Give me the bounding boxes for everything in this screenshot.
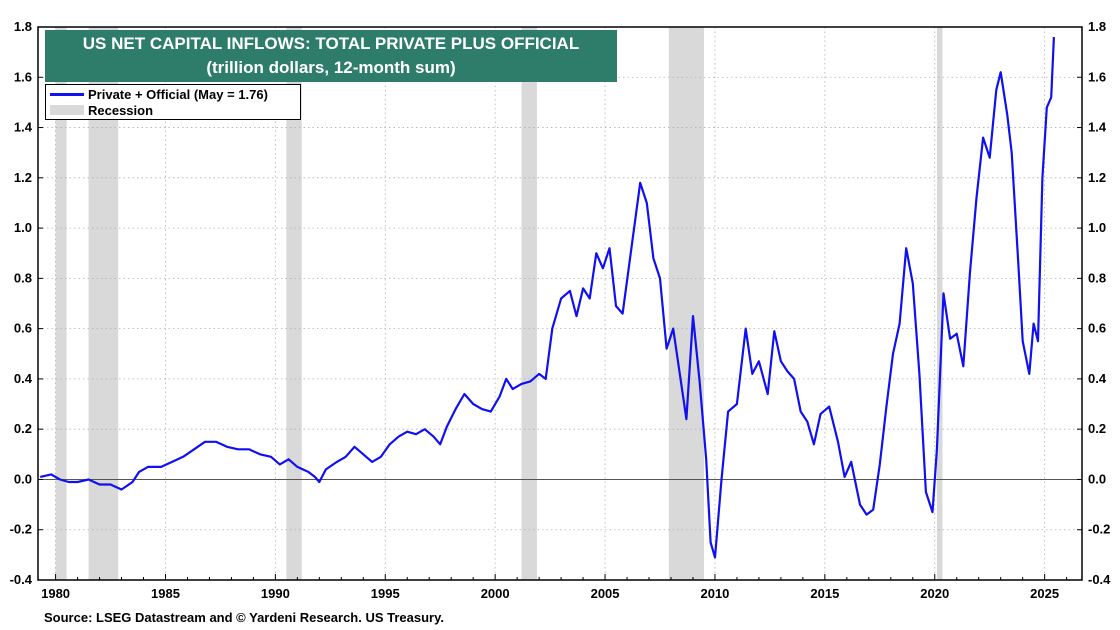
y-tick-label-right-1: -0.2	[1088, 522, 1110, 537]
y-tick-label-right-7: 1.0	[1088, 220, 1106, 235]
chart-title: US NET CAPITAL INFLOWS: TOTAL PRIVATE PL…	[82, 34, 580, 53]
y-tick-label-right-4: 0.4	[1088, 371, 1107, 386]
y-tick-label-left-7: 1.0	[14, 220, 32, 235]
x-tick-label-7: 2015	[810, 586, 839, 601]
recession-bands	[55, 27, 943, 580]
x-tick-label-2: 1990	[261, 586, 290, 601]
x-tick-label-4: 2000	[481, 586, 510, 601]
y-tick-label-right-8: 1.2	[1088, 170, 1106, 185]
chart-title-box: US NET CAPITAL INFLOWS: TOTAL PRIVATE PL…	[45, 30, 617, 82]
recession-band-5	[936, 27, 943, 580]
x-tick-label-8: 2020	[920, 586, 949, 601]
y-tick-label-right-3: 0.2	[1088, 421, 1106, 436]
legend: Private + Official (May = 1.76) Recessio…	[45, 84, 301, 120]
y-tick-label-right-5: 0.6	[1088, 321, 1106, 336]
y-tick-label-right-6: 0.8	[1088, 270, 1106, 285]
x-tick-label-3: 1995	[371, 586, 400, 601]
legend-label-series: Private + Official (May = 1.76)	[88, 86, 268, 102]
y-tick-label-left-5: 0.6	[14, 321, 32, 336]
y-tick-label-left-3: 0.2	[14, 421, 32, 436]
series-line	[39, 37, 1055, 559]
y-tick-label-left-0: -0.4	[10, 572, 33, 587]
y-axis-left: -0.4 -0.2 0.0 0.2 0.4 0.6 0.8 1.0 1.2 1.4 1.6 1.8	[10, 19, 43, 587]
y-tick-label-left-6: 0.8	[14, 270, 32, 285]
legend-swatch-recession	[50, 105, 84, 115]
x-tick-label-9: 2025	[1030, 586, 1059, 601]
x-tick-label-6: 2010	[700, 586, 729, 601]
legend-item-recession: Recession	[50, 102, 153, 118]
x-axis: 1980 1985 1990 1995 2000 2005 2010 2015 2020 2025	[41, 574, 1068, 601]
y-tick-label-right-10: 1.6	[1088, 69, 1106, 84]
y-tick-label-left-4: 0.4	[14, 371, 33, 386]
y-tick-label-left-9: 1.4	[14, 120, 33, 135]
recession-band-4	[668, 27, 704, 580]
y-tick-label-right-11: 1.8	[1088, 19, 1106, 34]
y-tick-label-left-11: 1.8	[14, 19, 32, 34]
chart-subtitle: (trillion dollars, 12-month sum)	[206, 58, 456, 77]
x-tick-label-1: 1985	[151, 586, 180, 601]
y-tick-label-left-10: 1.6	[14, 69, 32, 84]
y-tick-label-left-2: 0.0	[14, 471, 32, 486]
x-tick-label-0: 1980	[41, 586, 70, 601]
y-tick-label-right-2: 0.0	[1088, 471, 1106, 486]
recession-band-2	[286, 27, 302, 580]
legend-item-series: Private + Official (May = 1.76)	[50, 86, 268, 102]
y-tick-label-left-8: 1.2	[14, 170, 32, 185]
y-tick-label-right-9: 1.4	[1088, 120, 1107, 135]
plot-frame	[37, 26, 1083, 581]
recession-band-3	[521, 27, 537, 580]
recession-band-0	[55, 27, 67, 580]
y-axis-right: -0.4 -0.2 0.0 0.2 0.4 0.6 0.8 1.0 1.2 1.4 1.6 1.8	[1077, 19, 1111, 587]
legend-swatch-series	[50, 92, 84, 96]
x-tick-label-5: 2005	[591, 586, 620, 601]
y-tick-label-right-0: -0.4	[1088, 572, 1111, 587]
legend-label-recession: Recession	[88, 102, 154, 118]
y-tick-label-left-1: -0.2	[10, 522, 32, 537]
series-line-0	[39, 37, 1055, 559]
source-note: Source: LSEG Datastream and © Yardeni Re…	[44, 610, 444, 625]
